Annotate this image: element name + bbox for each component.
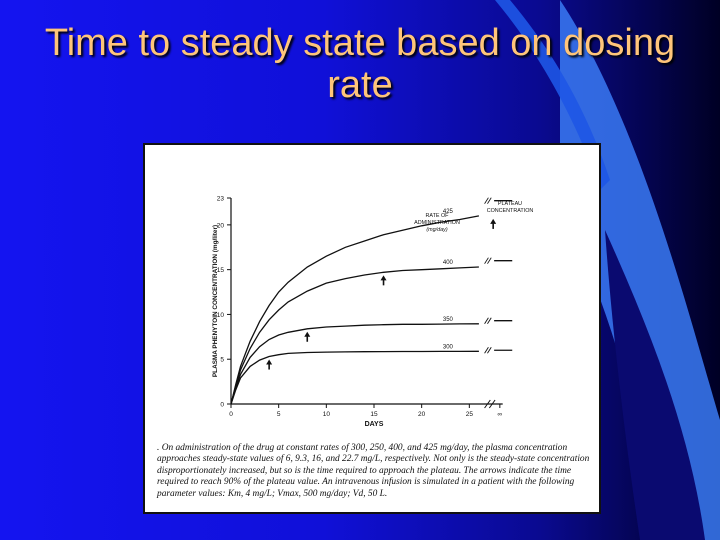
slide-title: Time to steady state based on dosing rat… <box>44 22 676 106</box>
x-tick-label: ∞ <box>498 411 503 418</box>
series-line-350 <box>230 323 479 405</box>
legend-title-line1: RATE OF <box>426 213 450 219</box>
y-tick-label: 10 <box>217 312 225 319</box>
arrow-head-300 <box>266 359 273 365</box>
y-axis-label: PLASMA PHENYTOIN CONCENTRATION (mg/liter… <box>212 225 219 377</box>
series-line-400 <box>230 266 479 405</box>
figure-caption: . On administration of the drug at const… <box>157 443 590 499</box>
y-tick-label: 0 <box>220 402 224 409</box>
legend-title-line3: (mg/day) <box>426 227 447 233</box>
x-tick-label: 0 <box>229 411 233 418</box>
y-tick-label: 23 <box>217 196 225 203</box>
decor-swoosh-dark <box>605 230 705 540</box>
arrow-head-350 <box>304 331 311 337</box>
series-label-400: 400 <box>443 260 454 266</box>
x-tick-label: 10 <box>323 411 331 418</box>
series-line-425 <box>230 215 480 405</box>
plateau-break-300 <box>484 347 492 354</box>
plateau-label-line1: PLATEAU <box>498 201 522 207</box>
y-tick-label: 5 <box>220 357 224 364</box>
decor-swoosh-light <box>560 0 720 540</box>
y-tick-label: 15 <box>217 267 225 274</box>
y-tick-label: 20 <box>217 222 225 229</box>
series-label-425: 425 <box>443 209 454 215</box>
series-label-300: 300 <box>443 344 454 350</box>
series-line-300 <box>230 350 479 405</box>
plateau-break-400 <box>484 257 492 264</box>
series-label-350: 350 <box>443 317 454 323</box>
plasma-concentration-chart: 0 5 10 15 20 23 0 5 10 15 20 25 ∞ DAYS PLASMA PHENYTOI… <box>212 196 534 429</box>
plateau-break-350 <box>484 317 492 324</box>
x-tick-label: 20 <box>418 411 426 418</box>
x-axis-label: DAYS <box>365 421 384 428</box>
plateau-label-line2: CONCENTRATION <box>487 208 534 214</box>
figure-panel: 0 5 10 15 20 23 0 5 10 15 20 25 ∞ DAYS PLASMA PHENYTOI… <box>143 143 601 514</box>
x-axis-break <box>484 399 496 409</box>
x-tick-label: 25 <box>466 411 474 418</box>
arrow-head-425 <box>490 218 497 224</box>
arrow-head-400 <box>380 275 387 281</box>
x-tick-label: 5 <box>277 411 281 418</box>
x-tick-label: 15 <box>370 411 378 418</box>
plateau-break-425 <box>484 197 492 204</box>
